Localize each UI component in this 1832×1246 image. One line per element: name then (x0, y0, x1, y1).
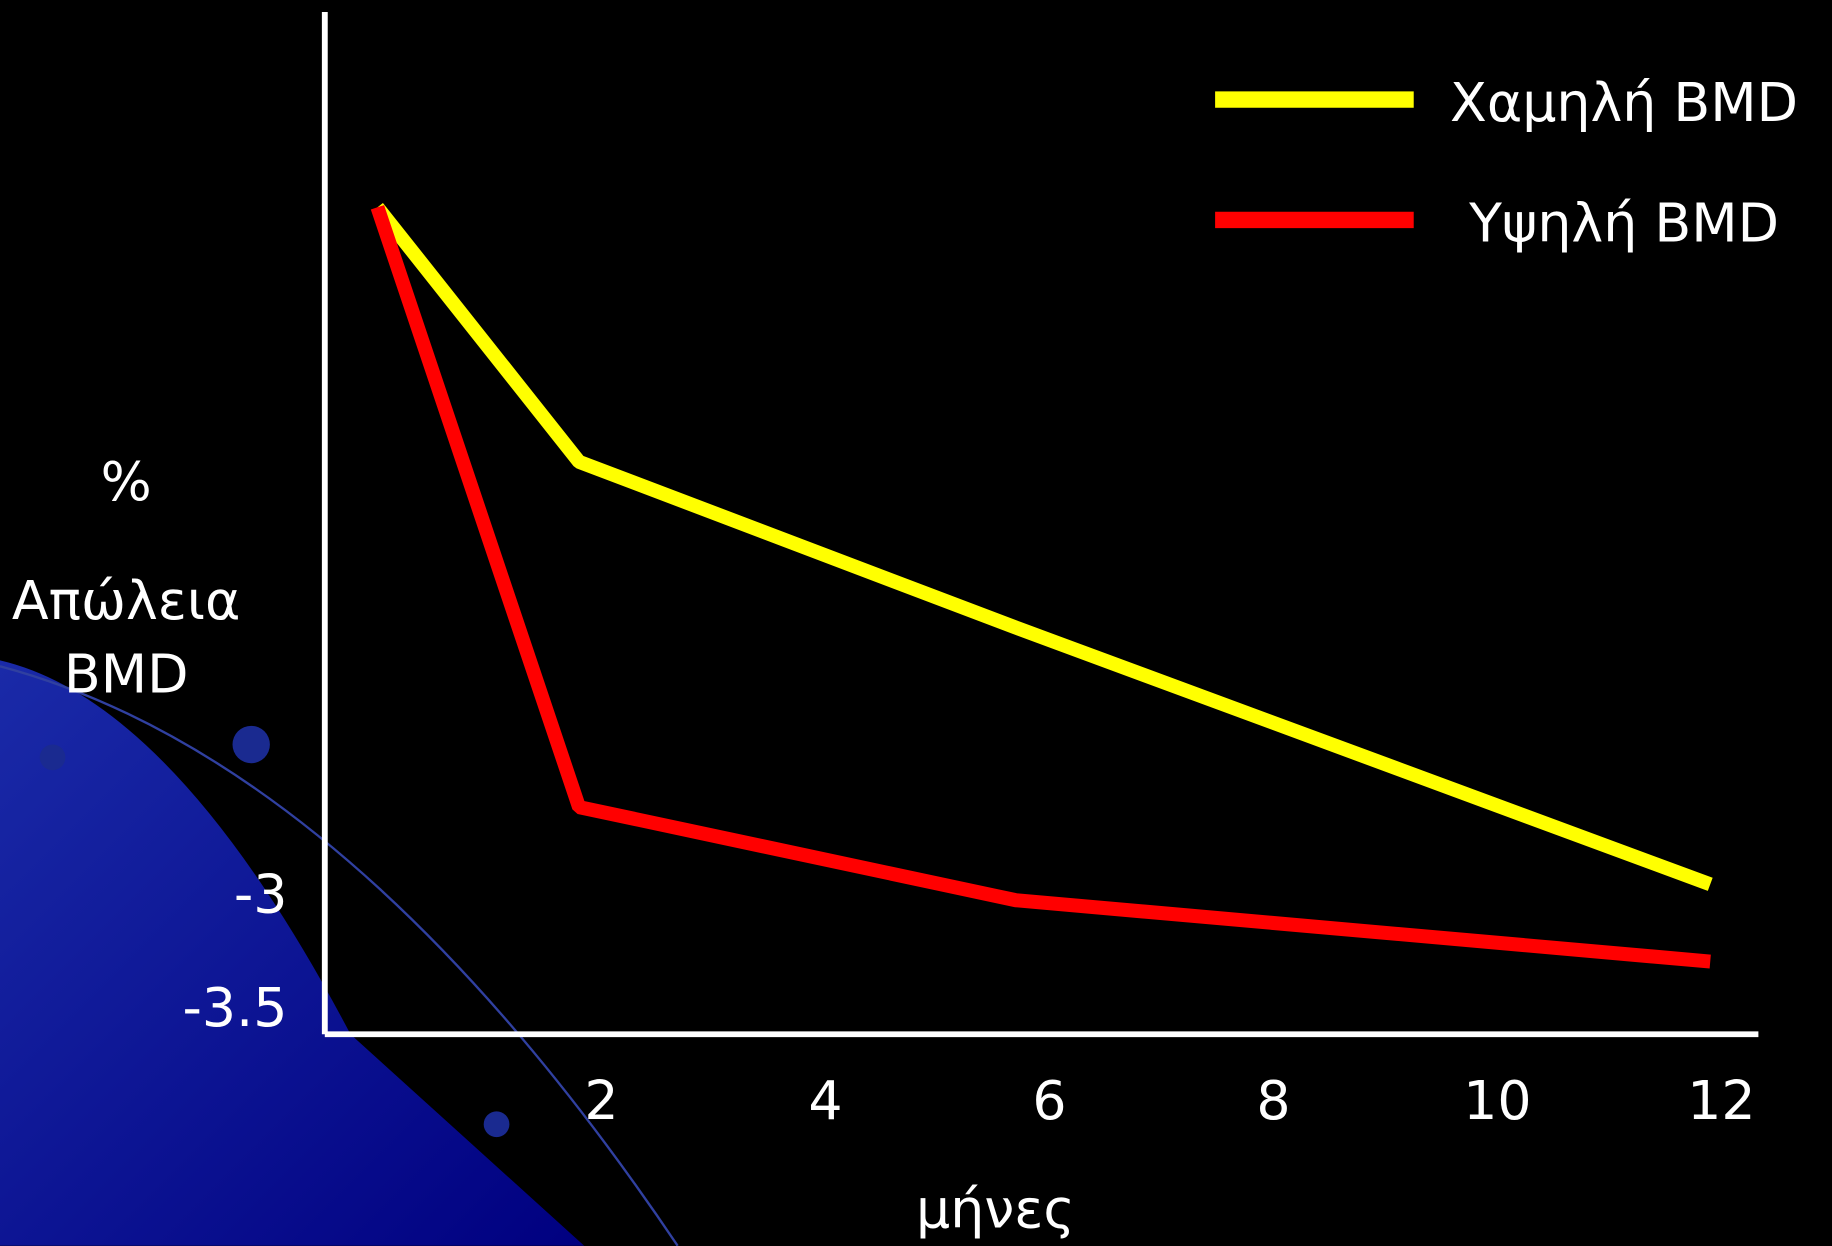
x-tick-label: 6 (1032, 1069, 1066, 1132)
x-tick-label: 10 (1463, 1069, 1531, 1132)
decoration-dot (40, 745, 66, 771)
chart: % Απώλεια BMD μήνες -3 -3.5 2 4 6 8 10 12 Χαμηλή… (0, 0, 1832, 1246)
y-axis-label: BMD (64, 643, 189, 706)
y-axis-label: Απώλεια (12, 569, 241, 632)
decoration-dot (233, 726, 270, 763)
decoration-dot (484, 1111, 510, 1137)
x-tick-label: 12 (1687, 1069, 1755, 1132)
x-tick-label: 8 (1256, 1069, 1290, 1132)
x-tick-label: 4 (808, 1069, 842, 1132)
legend-label: Υψηλή BMD (1468, 192, 1779, 255)
x-tick-label: 2 (584, 1069, 618, 1132)
y-tick-label: -3.5 (183, 976, 288, 1039)
x-axis-label: μήνες (916, 1178, 1075, 1241)
y-tick-label: -3 (234, 863, 288, 926)
y-axis-label: % (101, 450, 152, 513)
legend-label: Χαμηλή BMD (1450, 71, 1798, 134)
